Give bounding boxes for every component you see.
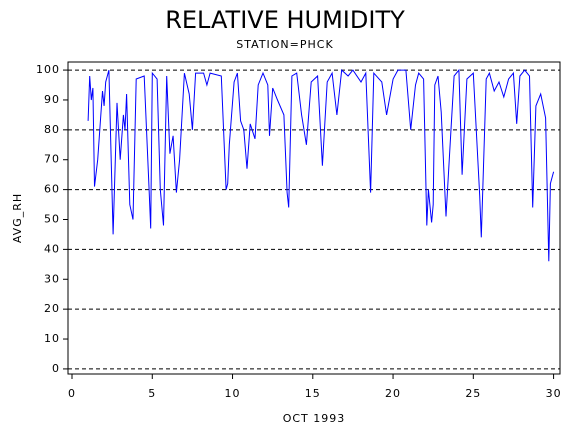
y-tick-label: 50 <box>44 212 60 225</box>
y-tick-label: 30 <box>44 272 60 285</box>
x-tick-label: 20 <box>385 387 401 400</box>
y-tick-label: 40 <box>44 242 60 255</box>
x-tick-label: 10 <box>225 387 241 400</box>
y-tick-label: 90 <box>44 93 60 106</box>
y-tick-label: 60 <box>44 183 60 196</box>
y-tick-label: 10 <box>44 332 60 345</box>
data-line <box>87 68 555 262</box>
chart-subtitle: STATION=PHCK <box>236 38 333 51</box>
y-tick-label: 80 <box>44 123 60 136</box>
y-tick-label: 70 <box>44 153 60 166</box>
x-tick-label: 0 <box>68 387 76 400</box>
plot-frame <box>67 61 561 375</box>
y-tick-label: 100 <box>36 63 60 76</box>
x-tick-label: 5 <box>148 387 156 400</box>
x-axis-label: OCT 1993 <box>283 412 346 425</box>
x-tick-label: 25 <box>465 387 481 400</box>
y-tick-label: 0 <box>52 362 60 375</box>
y-tick-label: 20 <box>44 302 60 315</box>
chart-title: RELATIVE HUMIDITY <box>165 6 405 34</box>
y-axis-label: AVG_RH <box>11 193 24 243</box>
x-tick-label: 30 <box>546 387 562 400</box>
x-tick-label: 15 <box>305 387 321 400</box>
